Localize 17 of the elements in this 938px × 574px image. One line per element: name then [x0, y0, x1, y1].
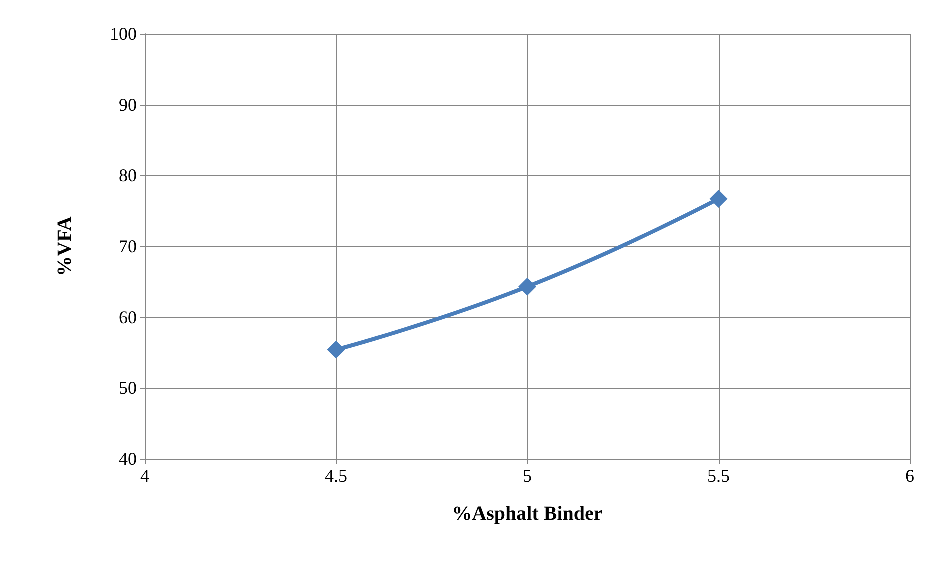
y-axis-title: %VFA — [54, 216, 76, 276]
point — [518, 278, 536, 296]
x-tick-label: 4 — [140, 466, 150, 486]
x-tick-label: 6 — [906, 466, 914, 486]
y-tick-label: 60 — [119, 307, 137, 328]
y-tick-label: 80 — [119, 166, 137, 186]
y-tick-label: 40 — [119, 449, 137, 469]
point — [710, 190, 728, 208]
x-axis-title: %Asphalt Binder — [452, 503, 603, 525]
y-tick-label: 70 — [119, 236, 137, 256]
point — [327, 340, 346, 359]
y-tick-label: 50 — [119, 378, 137, 398]
x-tick-label: 5 — [523, 466, 532, 486]
y-tick-label: 100 — [110, 24, 137, 44]
x-tick-label: 4.5 — [325, 466, 348, 486]
x-tick-label: 5.5 — [708, 466, 730, 486]
y-tick-label: 90 — [119, 94, 137, 115]
